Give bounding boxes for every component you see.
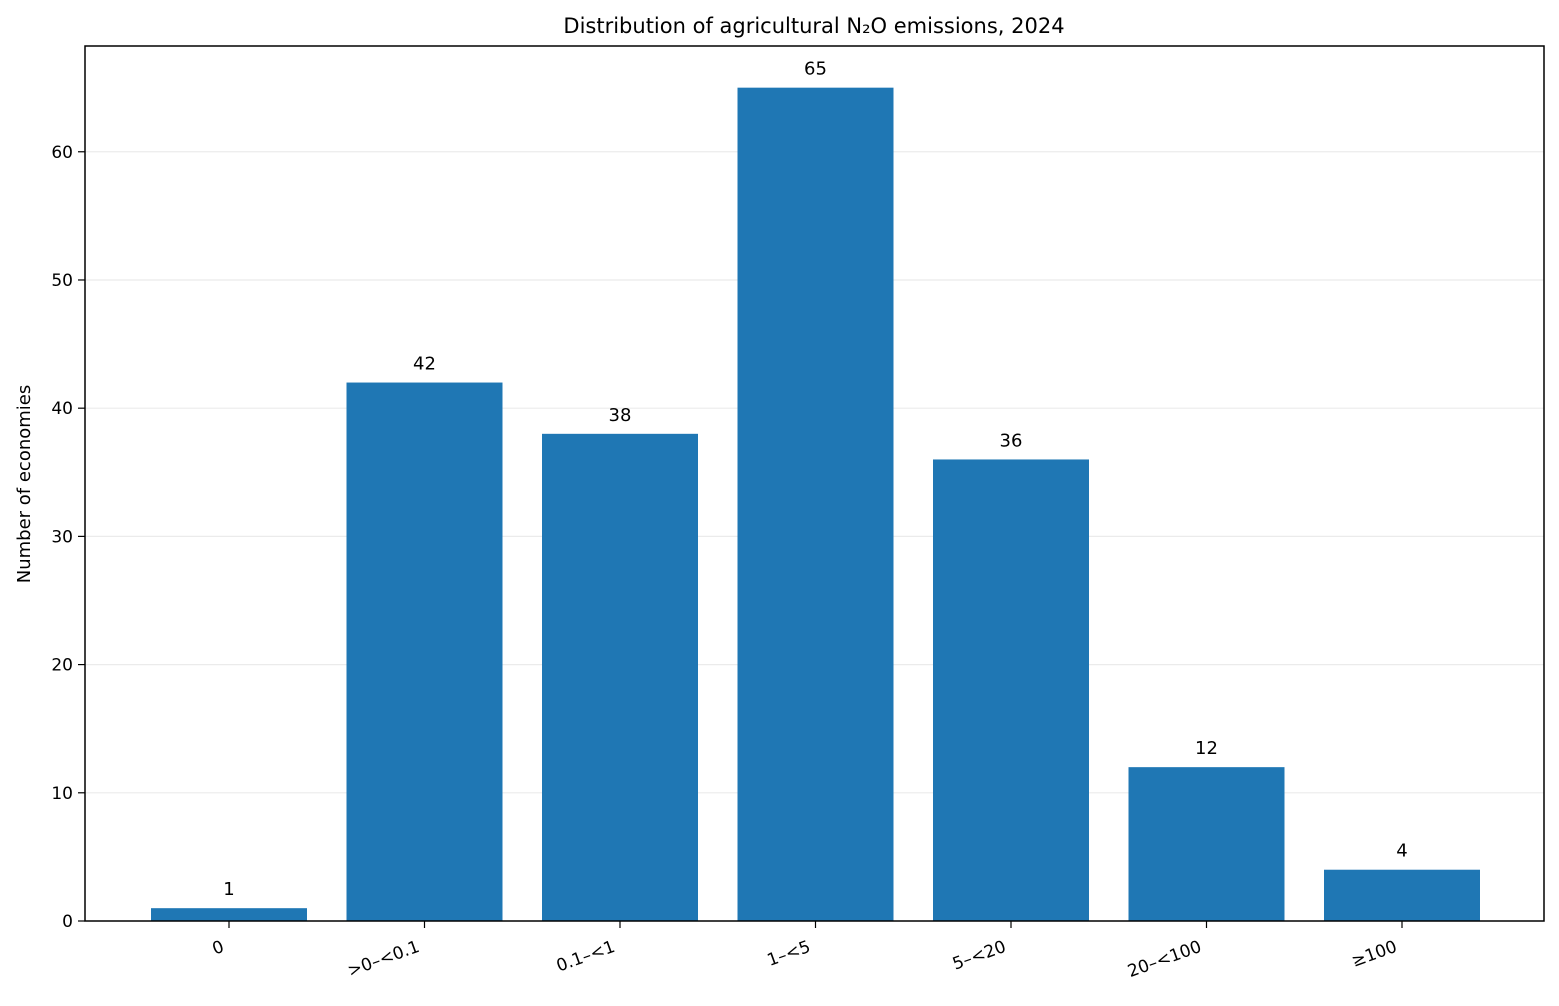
x-axis-ticks: 0 >0–<0.1 0.1–<1 1–<5 5–<20 20–<100 ≥100 [210, 921, 1403, 982]
y-axis-title: Number of economies [14, 385, 35, 584]
x-tick-label: 1–<5 [765, 937, 814, 971]
y-axis-ticks: 0 10 20 30 40 50 60 [51, 143, 85, 932]
y-tick-label: 60 [51, 143, 73, 163]
x-tick-label: 5–<20 [950, 937, 1009, 975]
bar-value-label: 4 [1396, 841, 1407, 862]
y-tick-label: 50 [51, 271, 73, 291]
y-tick-label: 40 [51, 399, 73, 419]
bar-value-label: 42 [413, 354, 436, 375]
x-tick-label: ≥100 [1349, 937, 1400, 972]
x-tick-label: 0 [210, 937, 227, 959]
x-tick-label: 20–<100 [1125, 937, 1204, 982]
bar-value-label: 1 [223, 879, 234, 900]
bars [151, 87, 1480, 921]
bar-value-label: 65 [804, 59, 827, 80]
y-tick-label: 0 [62, 912, 73, 932]
bar-value-label: 38 [609, 405, 632, 426]
chart-title: Distribution of agricultural N₂O emissio… [563, 14, 1064, 38]
bar [151, 908, 307, 921]
bar [1324, 869, 1480, 921]
bar [737, 87, 894, 921]
y-tick-label: 20 [51, 656, 73, 676]
bar [542, 433, 698, 921]
plot-area-frame [84, 45, 1545, 922]
bar [933, 459, 1089, 921]
bar-value-label: 12 [1195, 738, 1218, 759]
data-labels: 1 42 38 65 36 12 4 [223, 59, 1407, 901]
x-tick-label: >0–<0.1 [345, 937, 422, 981]
x-tick-label: 0.1–<1 [554, 937, 618, 977]
y-tick-label: 10 [51, 784, 73, 804]
y-tick-label: 30 [51, 527, 73, 547]
bar [346, 382, 503, 921]
bar [1128, 767, 1285, 921]
bar-value-label: 36 [1000, 430, 1023, 451]
